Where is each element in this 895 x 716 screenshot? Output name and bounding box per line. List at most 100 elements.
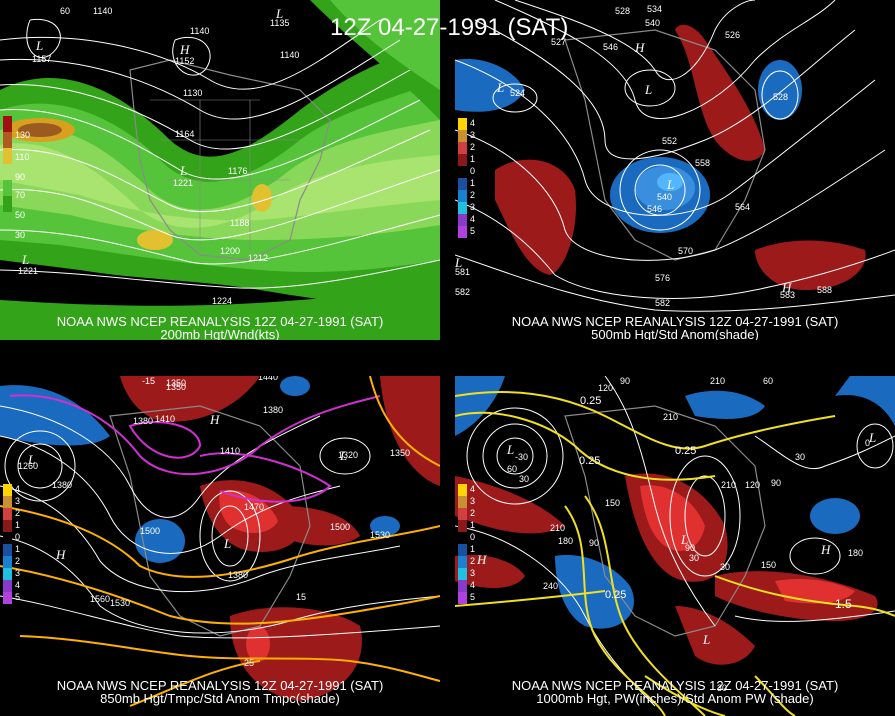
contour-label: 0 (865, 438, 870, 448)
contour-label: 528 (773, 92, 788, 102)
legend-label: 0 (15, 532, 21, 542)
low-center-label: L (21, 252, 29, 267)
contour-label: 1157 (32, 54, 51, 64)
legend-label: 3 (15, 496, 21, 506)
contour-label: 564 (735, 202, 750, 212)
legend-label: 2 (470, 190, 476, 200)
caption-line2: 200mb Hgt/Wnd(kts) (160, 327, 280, 340)
contour-label: 1135 (270, 18, 289, 28)
contour-label: 1380 (263, 405, 283, 415)
legend-label: 90 (15, 172, 26, 182)
caption-line1: NOAA NWS NCEP REANALYSIS 12Z 04-27-1991 … (56, 314, 384, 329)
contour-label: 1410 (220, 446, 240, 456)
legend-label: 4 (470, 118, 476, 128)
contour-label: 1440 (258, 376, 278, 382)
caption-line1: NOAA NWS NCEP REANALYSIS 12Z 04-27-1991 … (511, 678, 839, 693)
low-center-label: L (496, 80, 504, 95)
low-center-label: L (702, 632, 710, 647)
contour-label: 540 (657, 192, 672, 202)
legend-label: 0 (470, 166, 476, 176)
low-center-label: L (275, 6, 283, 21)
contour-label: 1350 (166, 378, 186, 388)
contour-label: 534 (647, 4, 662, 14)
low-center-label: L (666, 177, 674, 192)
contour-label: 210 (663, 412, 678, 422)
legend-label: 1 (15, 520, 21, 530)
isotherm-label: 15 (296, 592, 306, 602)
contour-label: 552 (662, 136, 677, 146)
contour-label: 1221 (173, 178, 193, 188)
pw-label: 0.25 (605, 589, 626, 601)
contour-label: 30 (519, 474, 529, 484)
high-center-label: H (820, 542, 831, 557)
pw-label: 0.25 (580, 395, 601, 407)
contour-label: 90 (620, 376, 630, 386)
legend-label: 3 (470, 130, 476, 140)
high-center-label: H (634, 40, 645, 55)
contour-label: 240 (543, 581, 558, 591)
pw-label: 0.25 (579, 455, 600, 467)
legend-label: 1 (470, 520, 476, 530)
contour-label: 1224 (212, 296, 232, 306)
contour-label: 1530 (110, 598, 130, 608)
contour-label: 30 (720, 562, 730, 572)
legend-label: 4 (470, 214, 476, 224)
map-500mb: 528 534 540 546 552 558 564 570 576 582 … (455, 0, 895, 312)
contour-label: 150 (761, 560, 776, 570)
legend-label: 30 (15, 230, 26, 240)
contour-label: 582 (455, 287, 470, 297)
contour-label: 1320 (338, 450, 358, 460)
contour-label: 1140 (93, 6, 112, 16)
legend-label: 1 (470, 544, 476, 554)
legend-label: 5 (15, 592, 21, 602)
caption-line2: 850mb Hgt/Tmpc/Std Anom Tmpc(shade) (100, 691, 340, 706)
legend-label: 5 (470, 226, 476, 236)
low-center-label: L (27, 452, 35, 467)
contour-label: 1221 (18, 266, 38, 276)
legend-label: 3 (470, 496, 476, 506)
contour-label: 576 (655, 273, 670, 283)
legend-label: 2 (15, 556, 21, 566)
contour-label: 1500 (140, 526, 160, 536)
contour-label: 1200 (220, 246, 240, 256)
contour-label: 1380 (133, 416, 153, 426)
low-center-label: L (644, 82, 652, 97)
low-center-label: L (35, 38, 43, 53)
contour-label: 1152 (175, 56, 194, 66)
caption-line2: 1000mb Hgt, PW(inches)/Std Anom PW (shad… (536, 691, 814, 706)
contour-label: 210 (550, 523, 565, 533)
contour-label: 1350 (390, 448, 410, 458)
caption-line2: 500mb Hgt/Std Anom(shade) (591, 327, 759, 340)
contour-label: 570 (678, 246, 693, 256)
legend-850mb: 4 3 2 1 0 1 2 3 4 5 (3, 484, 20, 604)
panel-1000mb: 210 90 120 210 60 210 120 150 90 180 210… (455, 376, 895, 716)
low-center-label: L (455, 255, 462, 270)
contour-label: 1350 (166, 382, 186, 392)
legend-label: 3 (15, 568, 21, 578)
low-center-label: L (339, 448, 347, 463)
high-center-label: H (55, 547, 66, 562)
contour-label: 120 (598, 383, 613, 393)
pw-label: 1.5 (835, 597, 852, 611)
contour-label: 1188 (230, 218, 249, 228)
svg-text:60: 60 (60, 6, 70, 16)
legend-label: 3 (470, 202, 476, 212)
legend-1000mb: 4 3 2 1 0 1 2 3 4 5 (458, 484, 475, 604)
legend-label: 1 (470, 154, 476, 164)
legend-label: 4 (470, 580, 476, 590)
contour-label: 1140 (280, 50, 299, 60)
contour-label: 1260 (18, 461, 38, 471)
legend-label: 2 (470, 508, 476, 518)
high-center-label: H (209, 412, 220, 427)
legend-label: 1 (470, 178, 476, 188)
low-center-label: L (179, 163, 187, 178)
contour-label: 1410 (155, 414, 175, 424)
contour-label: 30 (795, 452, 805, 462)
legend-label: 70 (15, 190, 26, 200)
contour-label: 30 (689, 553, 699, 563)
map-200mb: 60 1140 1140 1140 1130 1164 1176 1188 12… (0, 0, 440, 340)
legend-label: 0 (470, 532, 476, 542)
contour-label: 1380 (228, 570, 248, 580)
legend-label: 4 (15, 580, 21, 590)
contour-label: 1176 (228, 166, 247, 176)
